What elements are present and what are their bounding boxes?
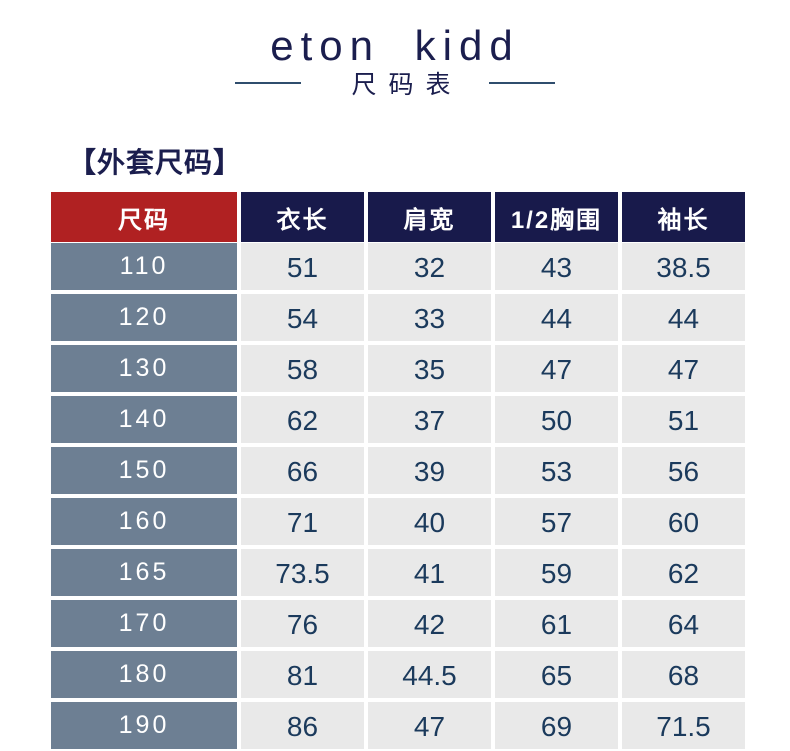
data-cell: 41: [368, 549, 491, 596]
data-cell: 54: [241, 294, 364, 341]
data-cell: 43: [495, 243, 618, 290]
brand-subtitle: 尺码表: [351, 71, 463, 99]
header-shoulder-width: 肩宽: [368, 192, 491, 242]
data-cell: 39: [368, 447, 491, 494]
size-cell: 180: [51, 651, 237, 698]
size-cell: 165: [51, 549, 237, 596]
data-cell: 37: [368, 396, 491, 443]
data-cell: 47: [495, 345, 618, 392]
data-cell: 44.5: [368, 651, 491, 698]
data-cell: 42: [368, 600, 491, 647]
data-cell: 62: [241, 396, 364, 443]
data-cell: 40: [368, 498, 491, 545]
size-cell: 170: [51, 600, 237, 647]
data-cell: 51: [622, 396, 745, 443]
data-cell: 56: [622, 447, 745, 494]
data-cell: 51: [241, 243, 364, 290]
size-cell: 160: [51, 498, 237, 545]
data-cell: 69: [495, 702, 618, 749]
data-cell: 86: [241, 702, 364, 749]
size-cell: 130: [51, 345, 237, 392]
data-cell: 71: [241, 498, 364, 545]
subtitle-row: 尺码表: [0, 65, 790, 101]
data-cell: 66: [241, 447, 364, 494]
brand-header: eton kidd 尺码表: [0, 0, 790, 101]
data-cell: 35: [368, 345, 491, 392]
data-cell: 33: [368, 294, 491, 341]
size-cell: 190: [51, 702, 237, 749]
header-size: 尺码: [51, 192, 237, 242]
header-garment-length: 衣长: [241, 192, 364, 242]
data-cell: 76: [241, 600, 364, 647]
data-cell: 64: [622, 600, 745, 647]
data-cell: 47: [368, 702, 491, 749]
data-cell: 53: [495, 447, 618, 494]
header-sleeve-length: 袖长: [622, 192, 745, 242]
data-cell: 47: [622, 345, 745, 392]
data-cell: 61: [495, 600, 618, 647]
data-cell: 71.5: [622, 702, 745, 749]
size-cell: 150: [51, 447, 237, 494]
data-cell: 65: [495, 651, 618, 698]
data-cell: 58: [241, 345, 364, 392]
divider-line-right: [488, 82, 555, 84]
data-cell: 60: [622, 498, 745, 545]
data-cell: 59: [495, 549, 618, 596]
data-cell: 73.5: [241, 549, 364, 596]
divider-line-left: [235, 82, 302, 84]
header-half-chest: 1/2胸围: [495, 192, 618, 242]
data-cell: 62: [622, 549, 745, 596]
size-table: 尺码 衣长 肩宽 1/2胸围 袖长 110 51 32 43 38.5 120 …: [51, 192, 745, 749]
data-cell: 57: [495, 498, 618, 545]
data-cell: 50: [495, 396, 618, 443]
data-cell: 44: [495, 294, 618, 341]
section-title: 【外套尺码】: [68, 147, 243, 178]
data-cell: 68: [622, 651, 745, 698]
size-cell: 140: [51, 396, 237, 443]
data-cell: 44: [622, 294, 745, 341]
size-cell: 120: [51, 294, 237, 341]
data-cell: 32: [368, 243, 491, 290]
size-cell: 110: [51, 243, 237, 290]
brand-logo: eton kidd: [270, 22, 520, 69]
data-cell: 81: [241, 651, 364, 698]
data-cell: 38.5: [622, 243, 745, 290]
